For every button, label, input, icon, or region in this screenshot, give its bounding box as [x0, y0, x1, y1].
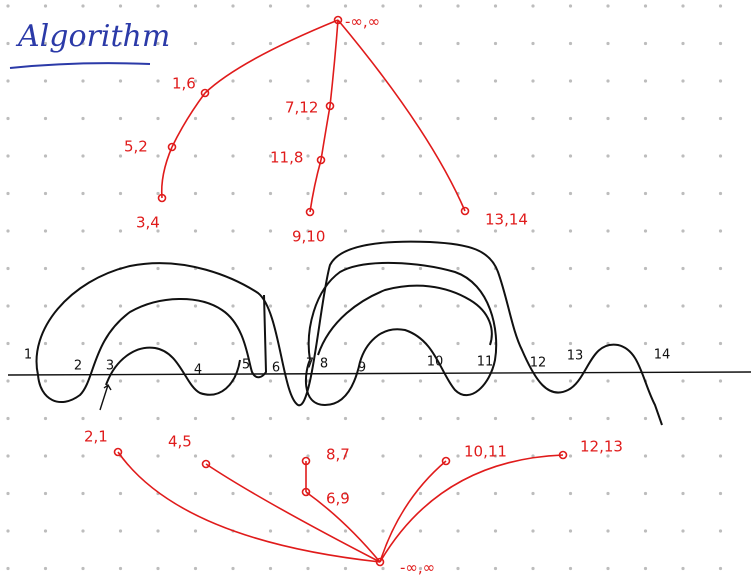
node-label: -∞,∞	[345, 13, 380, 31]
axis-label: 9	[358, 361, 366, 376]
node-label: 11,8	[270, 149, 303, 167]
axis-label: 4	[194, 363, 202, 378]
axis-label: 14	[654, 348, 671, 363]
node-label: 13,14	[485, 211, 528, 229]
node-label: 8,7	[326, 446, 350, 464]
node-label: 7,12	[285, 99, 318, 117]
node-label: 4,5	[168, 433, 192, 451]
node-label: 3,4	[136, 214, 160, 232]
axis-label: 10	[427, 355, 444, 370]
axis-label: 7	[306, 357, 314, 372]
node-label: 6,9	[326, 490, 350, 508]
diagram: Algorithm -∞,∞ 1,6 5,2 3,4 7,12 11,8 9,10 13,14…	[0, 0, 751, 580]
node-label: -∞,∞	[400, 559, 435, 577]
dot-grid	[0, 0, 751, 580]
node-label: 10,11	[464, 443, 507, 461]
axis-label: 13	[567, 349, 584, 364]
title: Algorithm	[15, 19, 170, 54]
node-label: 9,10	[292, 228, 325, 246]
node-label: 2,1	[84, 428, 108, 446]
axis-label: 8	[320, 357, 328, 372]
axis-label: 12	[530, 356, 547, 371]
axis-label: 5	[242, 358, 250, 373]
axis-label: 3	[106, 359, 114, 374]
axis-label: 1	[24, 348, 32, 363]
axis-label: 11	[477, 355, 494, 370]
axis-label: 6	[272, 361, 280, 376]
node-label: 5,2	[124, 138, 148, 156]
axis-label: 2	[74, 359, 82, 374]
node-label: 1,6	[172, 75, 196, 93]
node-label: 12,13	[580, 438, 623, 456]
